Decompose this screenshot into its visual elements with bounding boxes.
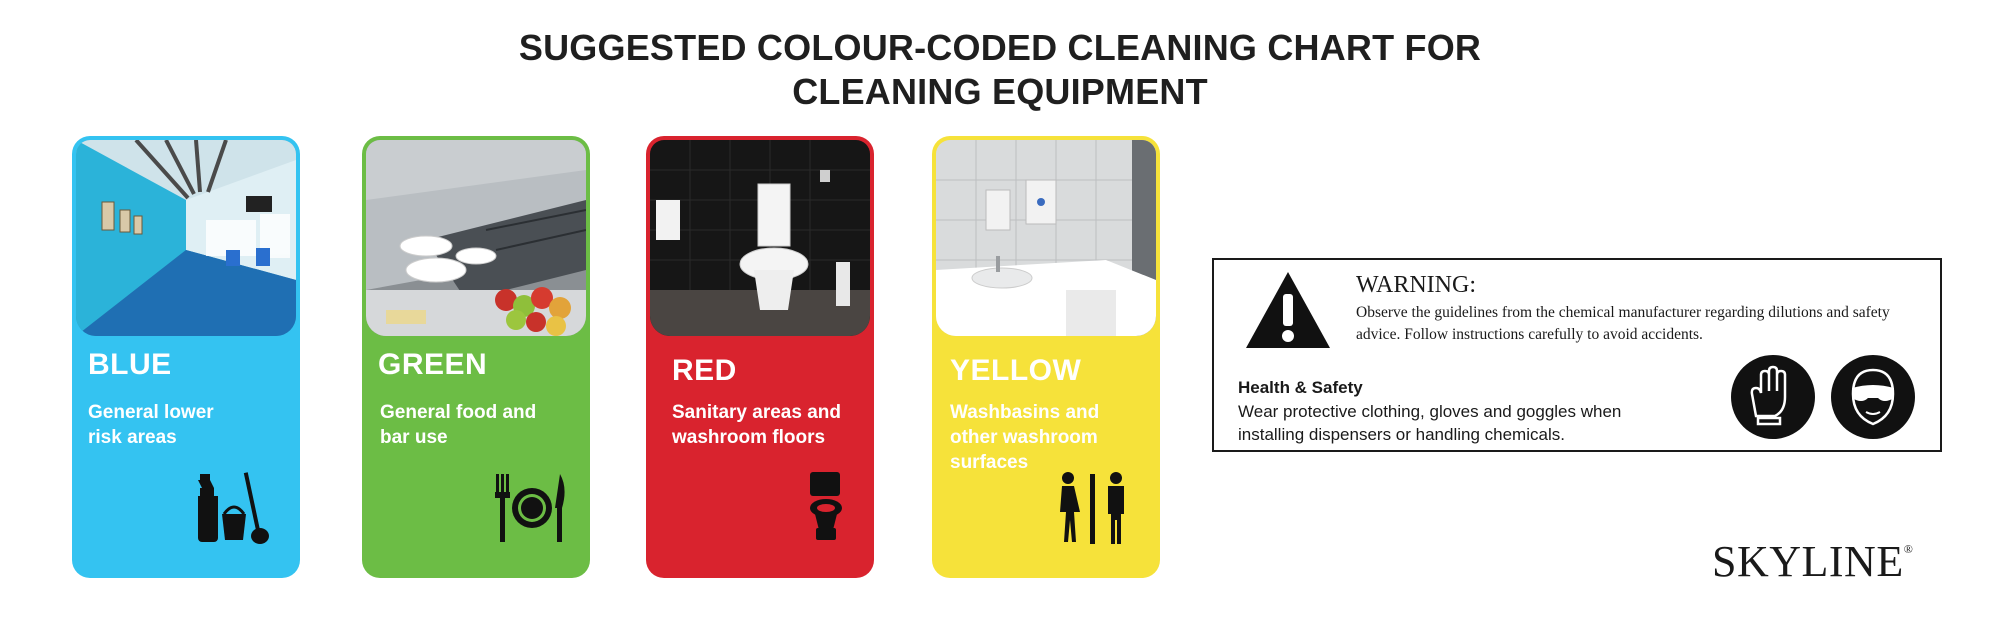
- health-safety-text: Wear protective clothing, gloves and gog…: [1238, 402, 1622, 444]
- card-name: BLUE: [88, 348, 172, 381]
- card-description: Sanitary areas and washroom floors: [672, 402, 841, 448]
- goggles-icon: [1830, 354, 1916, 445]
- warning-title: WARNING:: [1356, 272, 1476, 298]
- brand-logo: SKYLINE®: [1712, 536, 1913, 587]
- fork-plate-knife-icon: [490, 472, 570, 549]
- brand-name: SKYLINE: [1712, 537, 1904, 586]
- card-green: GREEN General food and bar use: [362, 136, 590, 578]
- toilet-photo: [650, 140, 870, 336]
- card-yellow: YELLOW Washbasins and other washroom sur…: [932, 136, 1160, 578]
- health-safety-title: Health & Safety: [1238, 378, 1363, 397]
- corridor-photo: [76, 140, 296, 336]
- gloves-icon: [1730, 354, 1816, 445]
- restroom-icon: [1054, 472, 1134, 549]
- card-description: General food and bar use: [380, 402, 537, 448]
- warning-panel: WARNING: Observe the guidelines from the…: [1212, 258, 1942, 452]
- card-description: General lower risk areas: [88, 402, 214, 448]
- card-description: Washbasins and other washroom surfaces: [950, 402, 1100, 473]
- card-red: RED Sanitary areas and washroom floors: [646, 136, 874, 578]
- toilet-icon: [806, 472, 846, 549]
- card-name: GREEN: [378, 348, 488, 381]
- card-blue: BLUE General lower risk areas: [72, 136, 300, 578]
- kitchen-photo: [366, 140, 586, 336]
- cleaning-supplies-icon: [194, 468, 274, 553]
- registered-mark: ®: [1903, 542, 1914, 556]
- warning-triangle-icon: [1244, 270, 1332, 355]
- card-name: RED: [672, 354, 737, 387]
- page-title: SUGGESTED COLOUR-CODED CLEANING CHART FO…: [0, 26, 2000, 114]
- warning-text: Observe the guidelines from the chemical…: [1356, 304, 1890, 343]
- title-line-2: CLEANING EQUIPMENT: [792, 71, 1208, 112]
- title-line-1: SUGGESTED COLOUR-CODED CLEANING CHART FO…: [518, 27, 1482, 68]
- washbasin-photo: [936, 140, 1156, 336]
- card-name: YELLOW: [950, 354, 1082, 387]
